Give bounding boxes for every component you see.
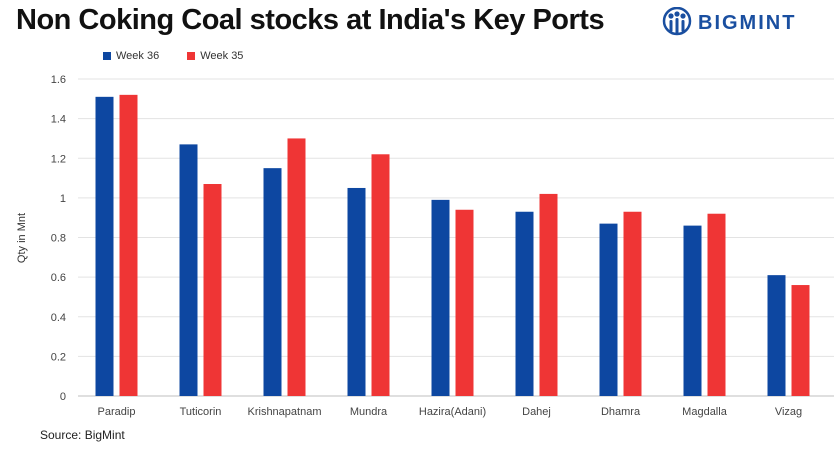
legend-item-week-36: Week 36 [103,50,159,62]
y-axis-ticks: 0 0.2 0.4 0.6 0.8 1 1.2 1.4 1.6 [51,74,66,403]
brand-logo: BIGMINT [662,6,796,40]
source-note: Source: BigMint [40,428,125,442]
y-tick-label: 0 [60,391,66,403]
bar-week-35-tuticorin [203,184,222,396]
bar-week-35-dahej [539,193,558,396]
bar-week-35-dhamra [623,211,642,396]
legend-swatch-week-36 [103,52,111,60]
y-tick-label: 1 [60,193,66,205]
bar-week-35-krishnapatnam [287,138,306,396]
y-tick-label: 0.6 [51,272,66,284]
x-axis-ticks: Paradip Tuticorin Krishnapatnam Mundra Hazir… [98,406,803,418]
bar-week-35-hazira-adani- [455,209,474,396]
bar-week-36-tuticorin [179,144,198,396]
bar-week-36-krishnapatnam [263,168,282,396]
bar-week-36-hazira-adani- [431,199,450,396]
x-tick-label: Tuticorin [180,406,222,418]
bar-week-36-magdalla [683,225,702,396]
y-tick-label: 1.6 [51,74,66,86]
x-tick-label: Krishnapatnam [248,406,322,418]
legend-swatch-week-35 [187,52,196,60]
x-tick-label: Vizag [775,406,802,418]
bar-week-35-mundra [371,154,390,396]
bar-week-36-vizag [767,275,786,396]
legend-label-week-35: Week 35 [200,50,244,62]
y-tick-label: 1.4 [51,114,66,126]
chart-legend: Week 36 Week 35 [103,50,243,62]
brand-name: BIGMINT [698,11,797,34]
x-tick-label: Paradip [98,406,136,418]
bigmint-logo-icon [662,7,692,36]
x-tick-label: Dahej [522,406,551,418]
y-tick-label: 0.4 [51,312,66,324]
x-tick-label: Mundra [350,406,388,418]
x-tick-label: Hazira(Adani) [419,406,486,418]
chart-title: Non Coking Coal stocks at India's Key Po… [16,4,605,36]
legend-item-week-35: Week 35 [187,50,243,62]
bar-week-36-mundra [347,187,366,396]
bar-week-36-dahej [515,211,534,396]
y-tick-label: 0.8 [51,233,66,245]
y-tick-label: 0.2 [51,351,66,363]
legend-label-week-36: Week 36 [116,50,160,62]
bar-week-35-paradip [119,94,138,396]
bars [95,94,810,397]
bar-week-36-dhamra [599,223,618,396]
y-tick-label: 1.2 [51,153,66,165]
bar-week-36-paradip [95,96,114,397]
x-tick-label: Magdalla [682,406,728,418]
x-tick-label: Dhamra [601,406,641,418]
bar-week-35-vizag [791,285,810,396]
bar-week-35-magdalla [707,213,726,396]
